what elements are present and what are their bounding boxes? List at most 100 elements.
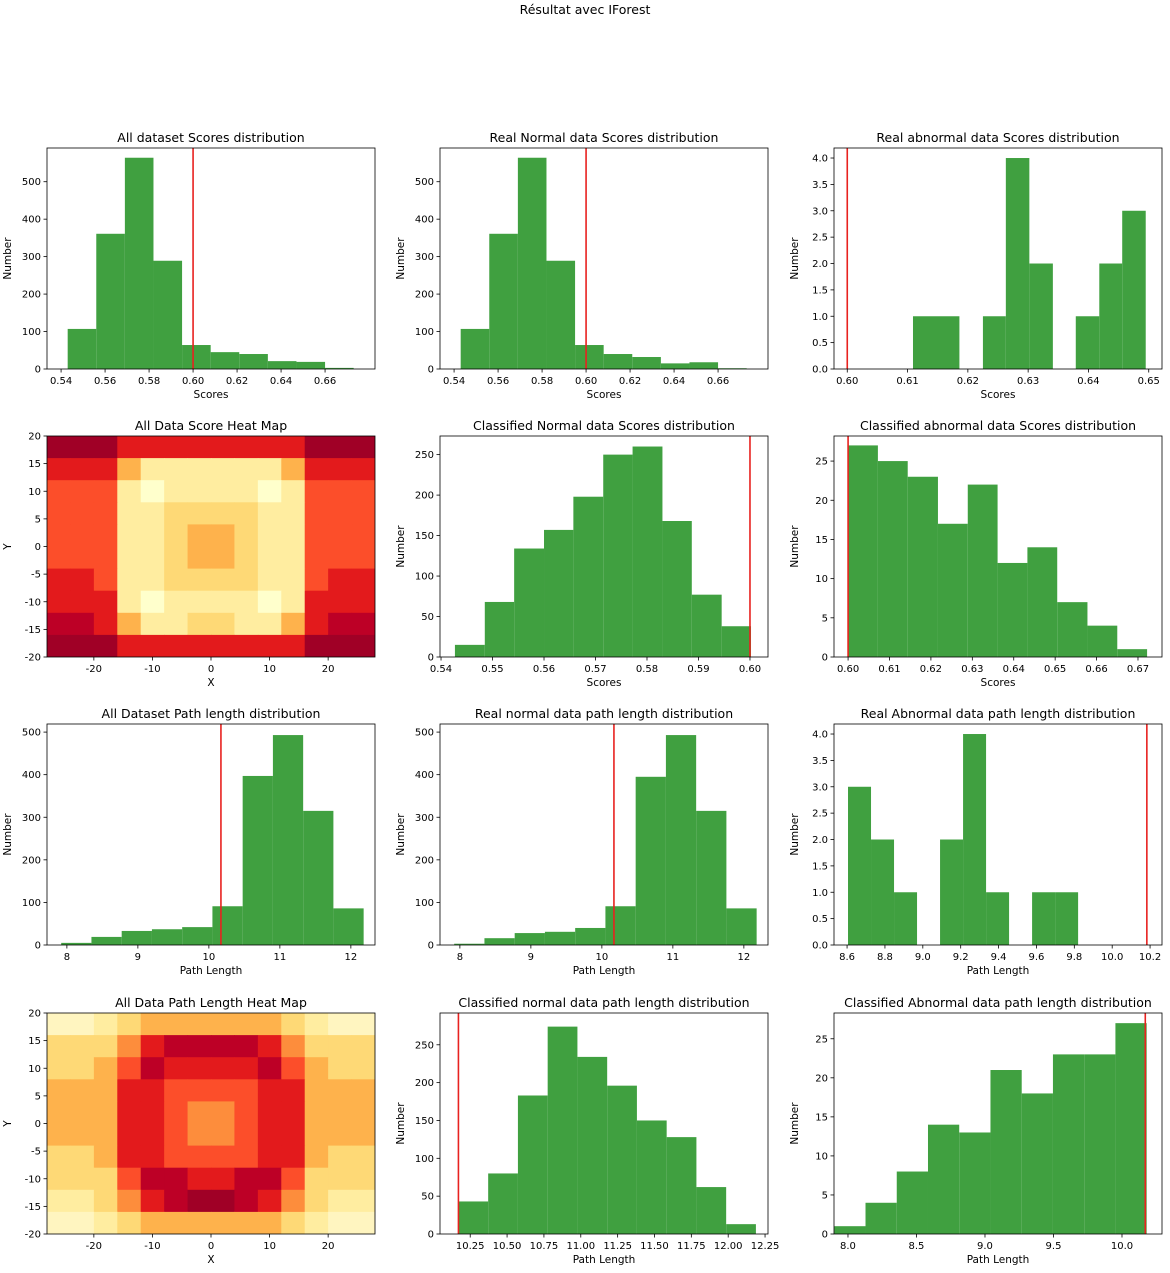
y-tick-label: 20 [815,1073,828,1084]
heat-cell [351,1145,375,1169]
heat-cell [281,1211,306,1234]
y-axis-label: Number [789,525,801,568]
bar [662,521,692,657]
heat-cell [281,458,306,481]
subplot-title: Classified Abnormal data path length dis… [844,995,1152,1010]
bar [726,1224,756,1234]
heat-cell [140,524,165,547]
x-axis-label: X [207,677,214,689]
y-tick-label: 5 [35,1091,41,1102]
heat-cell [351,1057,375,1080]
y-tick-label: 2.5 [812,233,828,244]
heat-cell [234,524,259,547]
y-tick-label: 0 [822,653,828,664]
x-tick-label: 0.60 [182,376,204,387]
heat-cell [234,1035,259,1058]
heat-cell [47,546,71,570]
y-tick-label: 3.5 [812,756,828,767]
heat-cell [187,634,212,657]
heat-cell [257,634,282,657]
heat-cell [47,1035,71,1058]
x-tick-label: 9.0 [915,952,931,963]
bar [1122,210,1146,369]
subplot: 0.54 0.56 0.58 0.60 0.62 0.64 0.66 0 100 200 300 40… [395,130,769,401]
heat-cell [304,590,329,614]
heat-cell [70,436,95,459]
x-axis-label: Path Length [967,1254,1030,1266]
heat-cell [257,590,282,614]
y-tick-label: 500 [22,728,41,739]
heat-cell [70,458,95,481]
heat-cell [47,436,71,459]
heat-cell [70,568,95,592]
x-tick-label: 0.62 [226,376,248,387]
heat-cell [234,502,259,525]
heat-cell [211,502,235,525]
y-tick-label: -5 [31,570,41,581]
axes-frame [439,723,769,946]
heat-cell [257,1167,282,1191]
bar [1084,1054,1116,1234]
y-tick-label: 0.0 [812,941,828,952]
heat-cell [164,568,189,592]
heat-cell [93,612,118,636]
plot-area [846,148,1146,369]
heat-cell [257,458,282,481]
bar [1032,892,1056,945]
heat-cell [70,1035,95,1058]
x-tick-label: 9 [135,952,141,963]
bar [691,594,722,657]
x-tick-label: 0.62 [957,376,979,387]
heat-cell [328,634,353,657]
heat-cell [234,546,259,570]
heat-cell [164,1079,189,1102]
bar [982,316,1006,369]
bar [484,601,515,657]
heat-cell [187,1101,212,1124]
heat-cell [164,1035,189,1058]
plot-area [454,724,757,945]
bar [896,1171,928,1234]
bar [61,942,92,945]
heat-cell [211,524,235,547]
axes-frame [46,147,376,370]
heat-cell [304,1079,329,1102]
heat-cell [47,1167,71,1191]
heat-cell [93,436,118,459]
y-tick-label: 15 [28,1036,41,1047]
heat-cell [47,1211,71,1234]
heat-cell [257,1101,282,1124]
heat-cell [328,568,353,592]
bar [1029,263,1053,369]
heat-cell [281,524,306,547]
y-axis-label: Number [395,813,407,856]
heat-cell [187,436,212,459]
heat-cell [304,1057,329,1080]
bar [877,461,908,657]
heat-cell [187,458,212,481]
heat-cell [234,1079,259,1102]
heat-cell [47,1145,71,1169]
bar [182,345,211,369]
y-tick-label: 3.0 [812,782,828,793]
subplot-title: Real Normal data Scores distribution [490,130,719,145]
heat-cell [93,524,118,547]
heat-cell [117,612,142,636]
heat-cell [70,1123,95,1147]
subplot: 10.25 10.50 10.75 11.00 11.25 11.50 11.75 12.00… [395,995,779,1266]
heat-cell [117,1079,142,1102]
x-tick-label: 10 [263,664,276,675]
x-tick-label: 9.0 [977,1241,993,1252]
y-tick-label: 0.5 [812,338,828,349]
heat-cell [70,1057,95,1080]
x-tick-label: 10 [203,952,216,963]
heat-cell [211,1167,235,1191]
heat-cell [211,612,235,636]
x-tick-label: 9.2 [953,952,969,963]
bar [1027,547,1058,657]
heat-cell [117,1167,142,1191]
heat-cell [117,502,142,525]
bar [603,454,633,657]
bar [636,1120,667,1234]
y-tick-label: -10 [25,1174,41,1185]
